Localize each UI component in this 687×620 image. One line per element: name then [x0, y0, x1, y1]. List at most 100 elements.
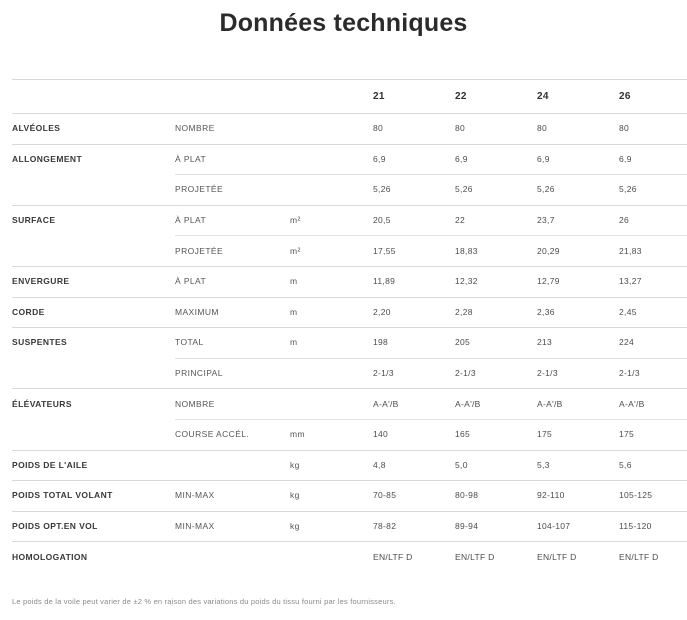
spec-value: 2,45 — [619, 306, 637, 317]
unit-label: m — [290, 306, 298, 317]
spec-value: 205 — [455, 337, 471, 348]
group-label: ALVÉOLES — [12, 123, 61, 134]
spec-value: 5,0 — [455, 459, 468, 470]
spec-value: 2,36 — [537, 306, 555, 317]
unit-label: m² — [290, 215, 301, 226]
spec-value: 175 — [537, 429, 553, 440]
table-row: POIDS DE L'AILE kg 4,8 5,0 5,3 5,6 — [0, 449, 687, 481]
unit-label: mm — [290, 429, 305, 440]
spec-value: 2,28 — [455, 306, 473, 317]
table-row: PRINCIPAL 2-1/3 2-1/3 2-1/3 2-1/3 — [0, 357, 687, 389]
table-row: ENVERGURE À PLAT m 11,89 12,32 12,79 13,27 — [0, 265, 687, 297]
table-row: SUSPENTES TOTAL m 198 205 213 224 — [0, 327, 687, 358]
table-row: HOMOLOGATION EN/LTF D EN/LTF D EN/LTF D EN/L… — [0, 541, 687, 572]
spec-value: 70-85 — [373, 490, 397, 501]
group-label: SUSPENTES — [12, 337, 68, 348]
group-label: ALLONGEMENT — [12, 153, 83, 164]
group-label: SURFACE — [12, 215, 56, 226]
spec-value: 6,9 — [619, 153, 632, 164]
spec-value: 5,26 — [537, 184, 555, 195]
spec-value: 89-94 — [455, 521, 479, 532]
table-row: COURSE ACCÉL. mm 140 165 175 175 — [0, 418, 687, 450]
spec-value: 80-98 — [455, 490, 479, 501]
label-label: MIN-MAX — [175, 490, 215, 501]
spec-value: 17,55 — [373, 245, 396, 256]
spec-value: 224 — [619, 337, 635, 348]
group-label: ENVERGURE — [12, 276, 70, 287]
spec-value: 165 — [455, 429, 471, 440]
spec-value: 6,9 — [537, 153, 550, 164]
spec-value: 140 — [373, 429, 389, 440]
spec-value: 213 — [537, 337, 553, 348]
spec-value: A-A'/B — [373, 398, 399, 409]
spec-value: 2-1/3 — [373, 368, 394, 379]
spec-value: A-A'/B — [619, 398, 645, 409]
table-header-row: 21 22 24 26 — [0, 79, 687, 113]
spec-value: 12,32 — [455, 276, 478, 287]
spec-value: 175 — [619, 429, 635, 440]
page-title: Données techniques — [219, 9, 468, 37]
group-label: POIDS DE L'AILE — [12, 459, 88, 470]
spec-value: 2-1/3 — [619, 368, 640, 379]
spec-value: 78-82 — [373, 521, 397, 532]
unit-label: m — [290, 276, 298, 287]
label-label: À PLAT — [175, 276, 207, 287]
spec-value: 115-120 — [619, 521, 652, 532]
spec-value: 198 — [373, 337, 389, 348]
label-label: TOTAL — [175, 337, 204, 348]
spec-value: 80 — [619, 123, 630, 134]
size-column-header: 22 — [455, 90, 467, 102]
unit-label: kg — [290, 521, 300, 532]
label-label: MIN-MAX — [175, 521, 215, 532]
table-row: PROJETÉE 5,26 5,26 5,26 5,26 — [0, 174, 687, 205]
spec-value: 5,26 — [619, 184, 637, 195]
spec-value: 18,83 — [455, 245, 478, 256]
table-row: POIDS TOTAL VOLANT MIN-MAX kg 70-85 80-98 92-… — [0, 480, 687, 511]
spec-value: 92-110 — [537, 490, 565, 501]
spec-value: 2-1/3 — [455, 368, 476, 379]
table-row: SURFACE À PLAT m² 20,5 22 23,7 26 — [0, 204, 687, 236]
technical-data-page: Données techniques 21 22 24 26 ALVÉOLES N… — [0, 8, 687, 620]
spec-value: 21,83 — [619, 245, 642, 256]
spec-value: 20,29 — [537, 245, 560, 256]
spec-value: 5,26 — [455, 184, 473, 195]
spec-value: 20,5 — [373, 215, 391, 226]
unit-label: kg — [290, 490, 300, 501]
label-label: À PLAT — [175, 153, 207, 164]
group-label: HOMOLOGATION — [12, 551, 88, 562]
label-label: COURSE ACCÉL. — [175, 429, 250, 440]
spec-value: 13,27 — [619, 276, 642, 287]
label-label: NOMBRE — [175, 398, 215, 409]
spec-table: 21 22 24 26 ALVÉOLES NOMBRE 80 80 80 80 ALLONG… — [0, 79, 687, 572]
table-row: ALLONGEMENT À PLAT 6,9 6,9 6,9 6,9 — [0, 143, 687, 175]
spec-value: EN/LTF D — [455, 551, 495, 562]
label-label: PROJETÉE — [175, 184, 224, 195]
label-label: À PLAT — [175, 215, 207, 226]
label-label: NOMBRE — [175, 123, 215, 134]
group-label: POIDS TOTAL VOLANT — [12, 490, 113, 501]
table-row: PROJETÉE m² 17,55 18,83 20,29 21,83 — [0, 235, 687, 266]
footnote: Le poids de la voile peut varier de ±2 %… — [12, 596, 396, 606]
table-body: ALVÉOLES NOMBRE 80 80 80 80 ALLONGEMENT À PLAT 6… — [0, 113, 687, 572]
spec-value: 5,6 — [619, 459, 632, 470]
spec-value: 105-125 — [619, 490, 653, 501]
spec-value: EN/LTF D — [373, 551, 413, 562]
label-label: MAXIMUM — [175, 306, 219, 317]
group-label: CORDE — [12, 306, 45, 317]
spec-value: 104-107 — [537, 521, 571, 532]
spec-value: A-A'/B — [537, 398, 563, 409]
spec-value: 80 — [455, 123, 466, 134]
spec-value: 12,79 — [537, 276, 560, 287]
spec-value: 5,3 — [537, 459, 550, 470]
unit-label: kg — [290, 459, 300, 470]
spec-value: EN/LTF D — [537, 551, 577, 562]
table-row: ÉLÉVATEURS NOMBRE A-A'/B A-A'/B A-A'/B A-A'/B — [0, 388, 687, 419]
table-row: POIDS OPT.EN VOL MIN-MAX kg 78-82 89-94 104-1… — [0, 510, 687, 542]
group-label: ÉLÉVATEURS — [12, 398, 72, 409]
spec-value: 80 — [537, 123, 548, 134]
spec-value: 26 — [619, 215, 630, 226]
spec-value: 4,8 — [373, 459, 386, 470]
table-row: ALVÉOLES NOMBRE 80 80 80 80 — [0, 113, 687, 144]
spec-value: 2,20 — [373, 306, 391, 317]
spec-value: 6,9 — [455, 153, 468, 164]
